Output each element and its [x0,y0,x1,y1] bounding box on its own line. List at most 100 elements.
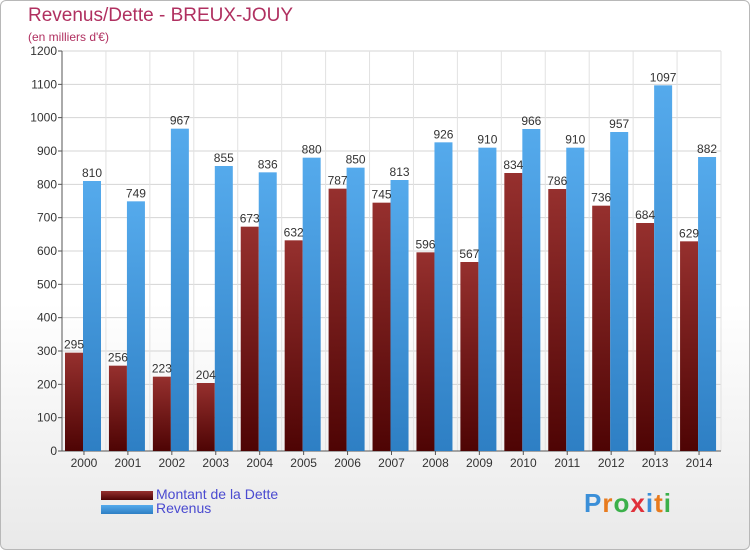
data-label-dette: 629 [679,226,699,240]
data-label-revenus: 910 [565,133,585,147]
x-tick-label: 2000 [71,456,98,470]
bar-dette [592,205,611,451]
y-tick-label: 300 [37,344,57,358]
bar-revenus [434,142,453,452]
x-tick-label: 2005 [290,456,317,470]
bar-revenus [698,157,717,451]
data-label-revenus: 836 [258,157,278,171]
data-label-dette: 736 [591,191,611,205]
bar-dette [416,252,435,451]
x-tick-label: 2012 [598,456,625,470]
bar-revenus [566,147,585,451]
data-label-revenus: 966 [521,114,541,128]
x-tick-label: 2014 [686,456,713,470]
bar-dette [152,376,171,451]
data-label-dette: 295 [64,338,84,352]
y-tick-label: 700 [37,211,57,225]
data-label-dette: 787 [328,174,348,188]
data-label-revenus: 850 [346,153,366,167]
y-tick-label: 500 [37,277,57,291]
bar-revenus [654,85,673,451]
x-tick-label: 2009 [466,456,493,470]
bar-revenus [214,166,233,451]
bar-dette [284,240,303,451]
data-label-dette: 596 [415,237,435,251]
data-label-dette: 745 [372,188,392,202]
data-label-dette: 567 [459,247,479,261]
y-tick-label: 1200 [30,44,57,58]
legend-swatch-revenus [101,505,153,514]
bar-dette [240,226,259,451]
y-tick-label: 400 [37,311,57,325]
data-label-revenus: 855 [214,151,234,165]
x-tick-label: 2007 [378,456,405,470]
data-labels: 295 810 256 749 223 967 204 855 673 836 632 880 787 8… [64,70,717,382]
y-tick-label: 800 [37,177,57,191]
bar-revenus [83,181,101,451]
chart-subtitle: (en milliers d'€) [28,30,109,44]
x-tick-label: 2002 [158,456,185,470]
data-label-dette: 256 [108,351,128,365]
bar-revenus [390,180,409,451]
x-tick-label: 2003 [202,456,229,470]
data-label-dette: 684 [635,208,655,222]
chart-title: Revenus/Dette - BREUX-JOUY [28,5,294,26]
x-tick-label: 2008 [422,456,449,470]
bars [65,85,717,452]
data-label-dette: 673 [240,212,260,226]
bar-revenus [258,172,277,452]
data-label-revenus: 880 [302,143,322,157]
bar-dette [108,365,127,451]
legend-label-dette: Montant de la Dette [156,486,279,502]
bar-dette [372,202,391,451]
y-tick-label: 1000 [30,111,57,125]
x-tick-label: 2001 [115,456,142,470]
x-tick-label: 2011 [554,456,580,470]
data-label-revenus: 813 [390,165,410,179]
x-tick-label: 2006 [334,456,361,470]
y-tick-label: 600 [37,244,57,258]
data-label-dette: 834 [503,158,523,172]
bar-revenus [522,129,541,451]
y-tick-label: 1100 [31,77,57,91]
data-label-dette: 786 [547,174,567,188]
bar-dette [460,262,479,451]
x-tick-label: 2013 [642,456,669,470]
data-label-revenus: 882 [697,142,717,156]
bar-revenus [610,132,629,451]
x-tick-label: 2010 [510,456,537,470]
data-label-dette: 223 [152,362,172,376]
axes: 0 100 200 300 400 500 600 700 800 900 1000 1100 1200… [30,44,721,470]
bar-dette [680,241,699,451]
data-label-revenus: 957 [609,117,629,131]
bar-dette [636,223,655,451]
data-label-revenus: 749 [126,186,146,200]
bar-dette [504,173,523,451]
data-label-revenus: 810 [82,166,102,180]
legend-swatch-dette [101,491,153,500]
x-tick-label: 2004 [246,456,273,470]
bar-revenus [126,201,145,451]
bar-revenus [478,147,497,451]
y-tick-label: 100 [37,411,57,425]
data-label-dette: 632 [284,225,304,239]
y-tick-label: 200 [37,377,57,391]
bar-revenus [346,167,365,451]
bar-dette [548,189,567,451]
y-tick-label: 0 [50,444,57,458]
proxiti-logo: Proxiti [584,488,672,518]
data-label-dette: 204 [196,368,216,382]
y-tick-label: 900 [37,144,57,158]
bar-dette [196,383,215,451]
data-label-revenus: 967 [170,114,190,128]
bar-dette [328,188,347,451]
data-label-revenus: 1097 [650,70,677,84]
bar-dette [65,352,83,451]
bar-revenus [170,128,189,451]
bar-revenus [302,157,321,451]
legend-label-revenus: Revenus [156,500,212,516]
data-label-revenus: 926 [433,127,453,141]
data-label-revenus: 910 [477,133,497,147]
